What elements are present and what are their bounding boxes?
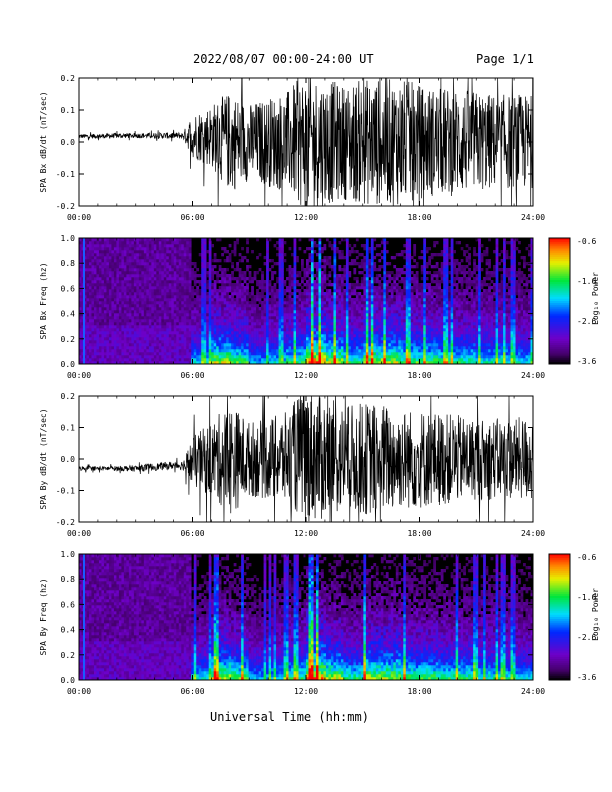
y-tick-label: -0.2 [56,202,75,211]
colorbar: -0.6 -1.6 -2.6 -3.6 Log₁₀ Power [548,237,600,366]
y-tick-label: 0.2 [61,392,76,401]
colorbar-label: Log₁₀ Power [591,272,600,325]
x-tick-label: 06:00 [180,371,204,380]
y-tick-label: -0.1 [56,170,75,179]
x-tick-label: 00:00 [67,371,91,380]
series-trace [79,396,533,522]
y-axis-label: SPA Bx Freq (hz) [39,262,48,339]
x-tick-label: 24:00 [521,687,545,696]
y-tick-label: 0.1 [61,424,76,433]
x-tick-label: 06:00 [180,687,204,696]
y-axis-label: SPA Bx dB/dt (nT/sec) [39,91,48,192]
y-tick-label: 0.8 [61,575,76,584]
y-tick-label: 0.4 [61,626,76,635]
colorbar-label: Log₁₀ Power [591,588,600,641]
y-tick-label: -0.2 [56,518,75,527]
colorbar-tick-label: -1.6 [577,593,596,602]
x-tick-label: 12:00 [294,371,318,380]
y-tick-label: 0.0 [61,138,76,147]
y-tick-label: -0.1 [56,487,75,496]
x-tick-label: 12:00 [294,687,318,696]
panel-3: 00:00 06:00 12:00 18:00 24:00 0.2 0.1 0.0 -0.1 -0… [39,392,545,538]
x-tick-label: 24:00 [521,529,545,538]
y-axis-label: SPA By dB/dt (nT/sec) [39,408,48,509]
y-tick-label: 0.6 [61,600,76,609]
colorbar-tick-label: -2.6 [577,633,596,642]
y-tick-label: 0.8 [61,259,76,268]
y-tick-label: 0.2 [61,651,76,660]
y-tick-label: 0.0 [61,455,76,464]
y-tick-label: 0.2 [61,335,76,344]
colorbar-tick-label: -2.6 [577,317,596,326]
x-tick-label: 00:00 [67,529,91,538]
x-tick-label: 12:00 [294,529,318,538]
x-tick-label: 06:00 [180,213,204,222]
panel-2: -0.6 -1.6 -2.6 -3.6 Log₁₀ Power 00:00 06:00 12:… [39,234,600,380]
y-tick-label: 0.0 [61,676,76,685]
panel-1: 00:00 06:00 12:00 18:00 24:00 0.2 0.1 0.0 -0.1 -0… [39,74,545,222]
colorbar-frame [548,237,571,365]
series-trace [79,78,533,206]
colorbar-tick-label: -3.6 [577,673,596,682]
y-tick-label: 0.0 [61,360,76,369]
x-tick-label: 24:00 [521,371,545,380]
y-tick-label: 0.2 [61,74,76,83]
colorbar-tick-label: -0.6 [577,553,596,562]
x-tick-label: 00:00 [67,687,91,696]
y-tick-label: 1.0 [61,550,76,559]
y-tick-label: 0.1 [61,106,76,115]
panel-4: -0.6 -1.6 -2.6 -3.6 Log₁₀ Power 00:00 06:00 12:… [39,550,600,696]
x-tick-label: 18:00 [407,529,431,538]
x-axis-title: Universal Time (hh:mm) [210,710,369,724]
page-indicator: Page 1/1 [476,52,534,66]
x-tick-label: 06:00 [180,529,204,538]
y-tick-label: 0.4 [61,310,76,319]
x-tick-label: 18:00 [407,371,431,380]
x-tick-label: 18:00 [407,687,431,696]
colorbar: -0.6 -1.6 -2.6 -3.6 Log₁₀ Power [548,553,600,682]
spectrogram-cells [79,554,534,681]
x-tick-label: 12:00 [294,213,318,222]
colorbar-tick-label: -0.6 [577,237,596,246]
spectrogram-cells [79,238,534,365]
colorbar-tick-label: -3.6 [577,357,596,366]
colorbar-tick-label: -1.6 [577,277,596,286]
plot-title: 2022/08/07 00:00-24:00 UT [193,52,374,66]
y-tick-label: 1.0 [61,234,76,243]
x-tick-label: 18:00 [407,213,431,222]
colorbar-frame [548,553,571,681]
y-axis-label: SPA By Freq (hz) [39,578,48,655]
x-tick-label: 00:00 [67,213,91,222]
y-tick-label: 0.6 [61,284,76,293]
x-tick-label: 24:00 [521,213,545,222]
